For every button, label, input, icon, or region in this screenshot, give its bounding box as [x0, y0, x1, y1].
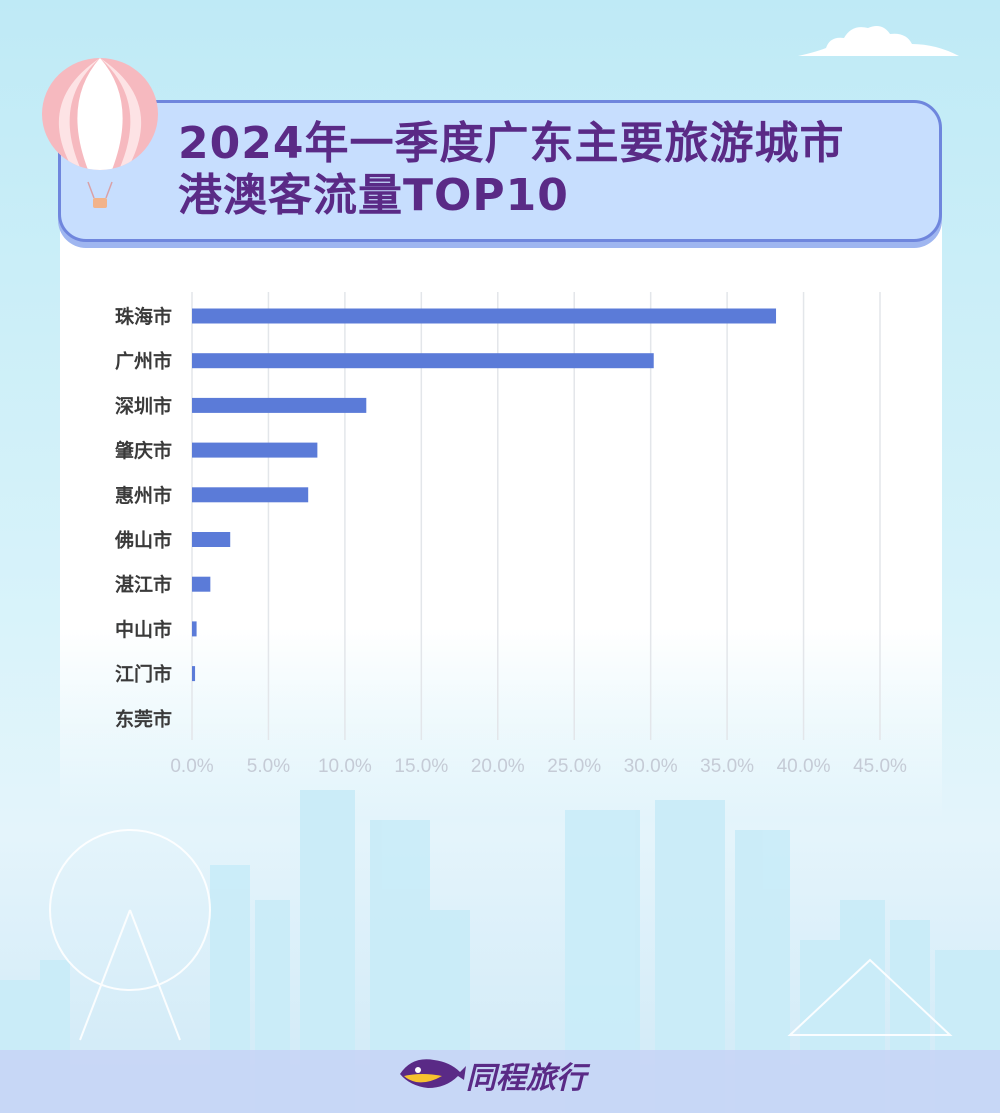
x-tick-label: 30.0%: [624, 756, 678, 777]
bar: [192, 621, 197, 637]
x-tick-label: 40.0%: [777, 756, 831, 777]
x-tick-label: 25.0%: [547, 756, 601, 777]
category-label: 东莞市: [115, 707, 172, 730]
title-line-1: 2024年一季度广东主要旅游城市: [178, 118, 845, 169]
category-label: 珠海市: [115, 305, 172, 328]
category-label: 惠州市: [115, 484, 172, 507]
bar: [192, 532, 231, 547]
x-tick-label: 0.0%: [170, 756, 213, 777]
fish-logo-icon: [400, 1059, 466, 1088]
brand-logo-text: 同程旅行: [466, 1061, 586, 1096]
bar: [192, 308, 777, 324]
x-tick-label: 10.0%: [318, 756, 372, 777]
x-tick-label: 35.0%: [700, 756, 754, 777]
cloud-decoration: [798, 26, 959, 56]
bar: [192, 666, 196, 682]
category-label: 中山市: [115, 618, 172, 641]
category-label: 佛山市: [114, 529, 172, 552]
category-label: 肇庆市: [115, 439, 172, 462]
hot-air-balloon-icon: [42, 58, 158, 208]
bar: [192, 442, 318, 458]
category-label: 江门市: [115, 663, 172, 686]
bar: [192, 576, 211, 592]
bar: [192, 487, 309, 503]
x-tick-label: 45.0%: [853, 756, 907, 777]
category-label: 湛江市: [115, 573, 172, 596]
x-tick-label: 5.0%: [247, 756, 290, 777]
x-tick-label: 15.0%: [394, 756, 448, 777]
bar: [192, 353, 654, 369]
title-banner: [58, 100, 942, 242]
page-title: 2024年一季度广东主要旅游城市 港澳客流量TOP10: [178, 118, 918, 222]
x-tick-label: 20.0%: [471, 756, 525, 777]
title-line-2: 港澳客流量TOP10: [178, 170, 569, 221]
category-label: 深圳市: [115, 394, 172, 417]
bar: [192, 397, 367, 413]
category-label: 广州市: [115, 350, 172, 373]
